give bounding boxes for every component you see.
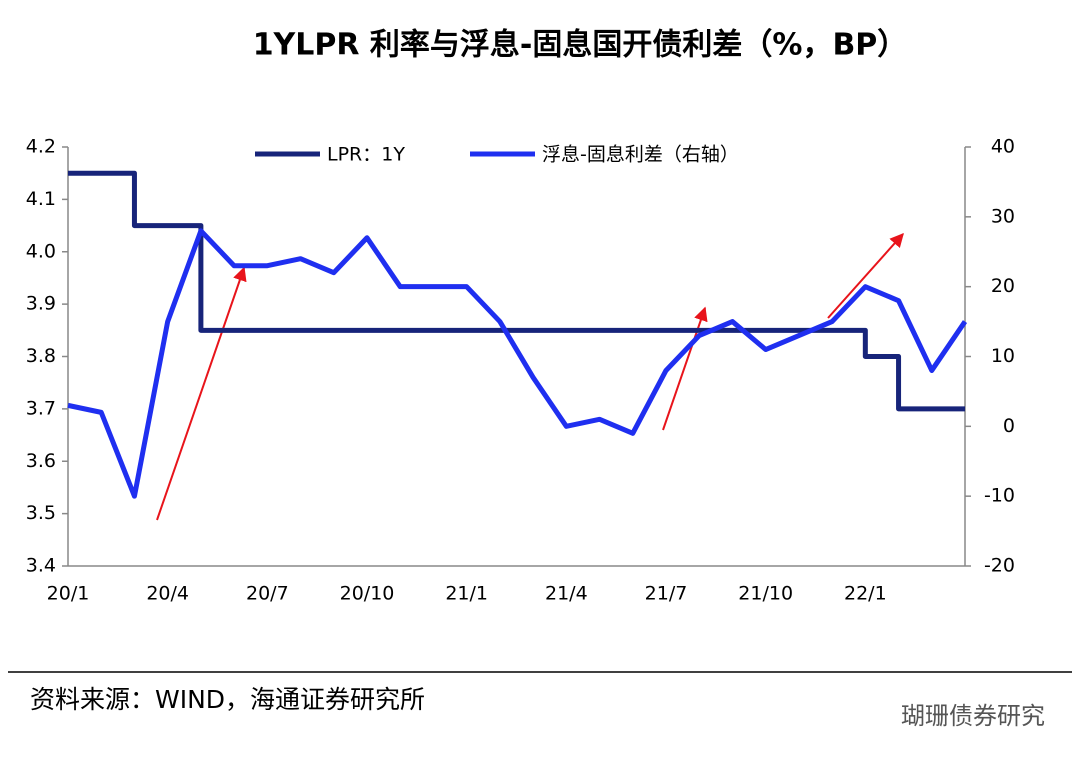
y2-tick-label: 10 xyxy=(991,345,1015,367)
x-tick-label: 20/10 xyxy=(340,583,395,605)
y-tick-label: 3.5 xyxy=(26,502,56,524)
x-tick-label: 20/1 xyxy=(47,583,90,605)
series-line xyxy=(67,228,968,499)
y2-tick-label: 20 xyxy=(991,275,1015,297)
x-tick-label: 21/4 xyxy=(545,583,588,605)
watermark: 瑚珊债券研究 xyxy=(901,702,1045,730)
y2-tick-label: 40 xyxy=(991,136,1015,158)
x-tick-label: 21/7 xyxy=(645,583,688,605)
x-tick-label: 21/10 xyxy=(738,583,793,605)
x-tick-label: 22/1 xyxy=(844,583,887,605)
y-tick-label: 4.2 xyxy=(26,136,56,158)
y2-tick-label: -10 xyxy=(984,485,1015,507)
y-tick-label: 3.6 xyxy=(26,450,56,472)
source-note: 资料来源：WIND，海通证券研究所 xyxy=(30,685,425,714)
x-tick-label: 21/1 xyxy=(445,583,488,605)
y2-tick-label: 0 xyxy=(1003,415,1015,437)
arrow xyxy=(156,266,247,521)
x-tick-label: 20/7 xyxy=(246,583,289,605)
y-tick-label: 3.7 xyxy=(26,397,56,419)
chart-title: 1YLPR 利率与浮息-固息国开债利差（%，BP） xyxy=(253,28,908,63)
y-tick-label: 3.9 xyxy=(26,293,56,315)
y-tick-label: 4.0 xyxy=(26,240,56,262)
series-line xyxy=(68,170,965,412)
legend-label: 浮息-固息利差（右轴） xyxy=(542,144,739,166)
y2-tick-label: 30 xyxy=(991,205,1015,227)
legend-label: LPR：1Y xyxy=(327,144,405,166)
x-tick-label: 20/4 xyxy=(146,583,189,605)
y2-tick-label: -20 xyxy=(984,555,1015,577)
y-tick-label: 4.1 xyxy=(26,188,56,210)
arrow xyxy=(827,232,904,319)
y-tick-label: 3.8 xyxy=(26,345,56,367)
y-tick-label: 3.4 xyxy=(26,555,56,577)
